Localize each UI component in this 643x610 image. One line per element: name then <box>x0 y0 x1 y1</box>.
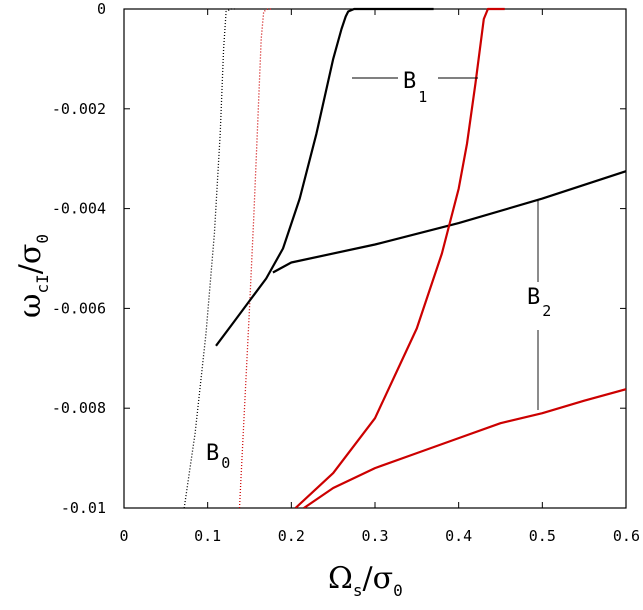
x-tick-label: 0.5 <box>529 527 556 545</box>
x-tick-label: 0.4 <box>445 527 472 545</box>
series-layer <box>183 7 626 508</box>
series-line-1 <box>238 8 273 508</box>
series-line-0 <box>183 8 237 508</box>
x-tick-label: 0 <box>119 527 128 545</box>
annotation-b1: B1 <box>403 69 427 106</box>
y-ticks: 0 -0.002 -0.004 -0.006 -0.008 -0.01 <box>52 0 626 517</box>
y-tick-label: 0 <box>97 0 106 18</box>
y-tick-label: -0.006 <box>52 299 106 317</box>
y-tick-label: -0.01 <box>61 499 106 517</box>
plot-frame <box>123 8 627 509</box>
x-axis-title: Ωs/σ0 <box>328 561 403 600</box>
x-tick-label: 0.1 <box>194 527 221 545</box>
series-line-4 <box>294 7 505 508</box>
y-tick-label: -0.008 <box>52 399 106 417</box>
x-tick-label: 0.6 <box>613 527 640 545</box>
annotation-b2: B2 <box>527 285 551 320</box>
annotation-leaders <box>352 77 539 410</box>
series-line-3 <box>272 170 626 274</box>
y-tick-label: -0.002 <box>52 100 106 118</box>
series-line-5 <box>303 388 626 508</box>
x-tick-label: 0.2 <box>278 527 305 545</box>
x-ticks: 0 0.1 0.2 0.3 0.4 0.5 0.6 <box>119 9 640 545</box>
y-tick-label: -0.004 <box>52 200 106 218</box>
series-line-2 <box>215 7 434 347</box>
y-axis-title: ωcI/σ0 <box>13 234 52 318</box>
x-tick-label: 0.3 <box>361 527 388 545</box>
